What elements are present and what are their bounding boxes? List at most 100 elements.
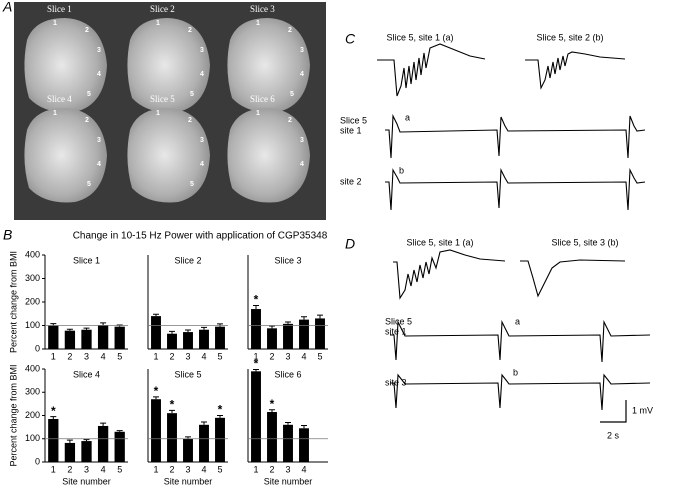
trace-title: Slice 5, site 1 (a) <box>386 32 453 42</box>
row-label: site 1 <box>385 326 407 336</box>
y-tick-label: 300 <box>25 387 40 397</box>
x-tick-label: 5 <box>217 464 222 474</box>
x-tick-label: 3 <box>185 351 190 361</box>
y-tick-label: 0 <box>35 456 40 466</box>
site-number: 3 <box>300 47 304 54</box>
x-axis-label: Site number <box>62 476 111 486</box>
bar <box>183 332 193 349</box>
trace-title: Slice 5, site 1 (a) <box>406 237 473 247</box>
trace <box>390 373 651 411</box>
error-bar <box>285 421 291 425</box>
bar <box>199 329 209 349</box>
error-bar <box>83 439 90 442</box>
x-tick-label: 1 <box>153 351 158 361</box>
site-number: 1 <box>53 20 57 27</box>
slice-label: Slice 4 <box>47 94 72 104</box>
site-number: 4 <box>200 71 204 78</box>
x-tick-label: 3 <box>285 351 290 361</box>
bar <box>199 424 209 462</box>
y-tick-label: 100 <box>25 433 40 443</box>
chart-title: Slice 4 <box>73 369 100 379</box>
row-label: site 1 <box>340 125 362 135</box>
significance-marker: * <box>254 357 259 371</box>
panel-title: Change in 10-15 Hz Power with applicatio… <box>73 231 328 242</box>
site-number: 4 <box>97 161 101 168</box>
error-bar <box>116 430 123 432</box>
error-bar <box>269 325 275 329</box>
site-number: 5 <box>190 181 194 188</box>
bar <box>215 417 225 462</box>
site-number: 4 <box>97 71 101 78</box>
x-tick-label: 4 <box>201 351 206 361</box>
site-number: 5 <box>87 91 91 98</box>
chart-title: Slice 3 <box>274 255 301 265</box>
x-tick-label: 5 <box>317 351 322 361</box>
bar <box>151 316 161 349</box>
x-tick-label: 3 <box>185 464 190 474</box>
x-tick-label: 1 <box>51 464 56 474</box>
chart-title: Slice 6 <box>274 369 301 379</box>
trace-mark: b <box>513 367 518 377</box>
x-axis-label: Site number <box>264 476 313 486</box>
slice-label: Slice 3 <box>250 4 275 14</box>
x-tick-label: 1 <box>51 351 56 361</box>
error-bar <box>201 421 207 425</box>
error-bar <box>66 328 73 331</box>
bar <box>97 325 109 349</box>
error-bar <box>301 316 307 320</box>
site-number: 3 <box>200 137 204 144</box>
y-tick-label: 400 <box>25 249 40 259</box>
trace-mark: a <box>405 112 410 122</box>
y-tick-label: 400 <box>25 363 40 373</box>
trace <box>393 249 506 300</box>
chart-title: Slice 1 <box>73 255 100 265</box>
trace <box>525 51 626 90</box>
trace <box>520 259 626 298</box>
significance-marker: * <box>254 293 259 307</box>
brain-slice <box>24 108 107 203</box>
x-tick-label: 2 <box>269 464 274 474</box>
trace-title: Slice 5, site 3 (b) <box>551 237 618 247</box>
x-tick-label: 5 <box>117 464 122 474</box>
panel-label: C <box>345 31 356 47</box>
site-number: 5 <box>290 91 294 98</box>
error-bar <box>253 305 259 310</box>
site-number: 4 <box>300 161 304 168</box>
x-tick-label: 2 <box>269 351 274 361</box>
bar <box>48 418 59 462</box>
bar <box>114 326 125 349</box>
y-tick-label: 200 <box>25 296 40 306</box>
site-number: 2 <box>85 117 89 124</box>
bar <box>64 330 76 349</box>
chart-title: Slice 2 <box>174 255 201 265</box>
error-bar <box>100 422 107 426</box>
panel-label: D <box>345 236 355 252</box>
site-number: 3 <box>97 47 101 54</box>
site-number: 5 <box>190 91 194 98</box>
row-label: site 2 <box>340 176 362 186</box>
site-number: 1 <box>156 110 160 117</box>
x-tick-label: 5 <box>217 351 222 361</box>
x-tick-label: 4 <box>301 351 306 361</box>
slice-label: Slice 5 <box>150 94 175 104</box>
error-bar <box>169 330 175 334</box>
site-number: 2 <box>288 117 292 124</box>
error-bar <box>201 326 207 330</box>
error-bar <box>66 439 73 443</box>
bar <box>267 328 277 349</box>
row-label: Slice 5 <box>340 115 367 125</box>
y-tick-label: 200 <box>25 410 40 420</box>
brain-slice <box>24 18 107 113</box>
slice-label: Slice 1 <box>47 4 72 14</box>
brain-slice <box>227 18 310 113</box>
significance-marker: * <box>154 384 159 398</box>
brain-slice <box>227 108 310 203</box>
row-label: Slice 5 <box>385 316 412 326</box>
bar <box>114 431 125 462</box>
y-axis-label: Percent change from BMI <box>8 364 18 466</box>
x-tick-label: 3 <box>285 464 290 474</box>
y-axis-label: Percent change from BMI <box>8 251 18 353</box>
x-tick-label: 5 <box>117 351 122 361</box>
slice-label: Slice 6 <box>250 94 275 104</box>
